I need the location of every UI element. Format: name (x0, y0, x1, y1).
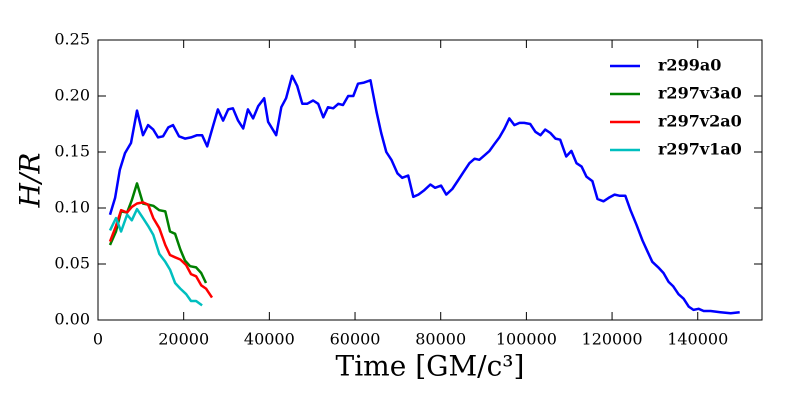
y-tick-label: 0.15 (54, 142, 90, 161)
y-tick-label: 0.05 (54, 254, 90, 273)
data-line (108, 74, 740, 315)
y-tick-label: 0.10 (54, 198, 90, 217)
x-tick-label: 60000 (330, 330, 381, 349)
x-tick-label: 140000 (667, 330, 728, 349)
x-tick-label: 80000 (415, 330, 466, 349)
legend-label: r299a0 (658, 56, 721, 75)
y-tick-label: 0.25 (54, 30, 90, 49)
data-line (108, 207, 203, 307)
x-tick-label: 120000 (582, 330, 643, 349)
x-axis-label: Time [GM/c³] (336, 350, 525, 383)
data-line (108, 201, 214, 299)
x-tick-label: 0 (93, 330, 103, 349)
y-tick-label: 0.20 (54, 86, 90, 105)
y-tick-label: 0.00 (54, 310, 90, 329)
plot-frame (97, 39, 763, 321)
legend-label: r297v1a0 (658, 140, 742, 159)
legend-label: r297v3a0 (658, 84, 742, 103)
x-tick-label: 40000 (244, 330, 295, 349)
x-tick-label: 100000 (496, 330, 557, 349)
x-tick-label: 20000 (158, 330, 209, 349)
legend-label: r297v2a0 (658, 112, 742, 131)
data-line (108, 182, 208, 284)
y-axis-label: H/R (14, 153, 47, 209)
